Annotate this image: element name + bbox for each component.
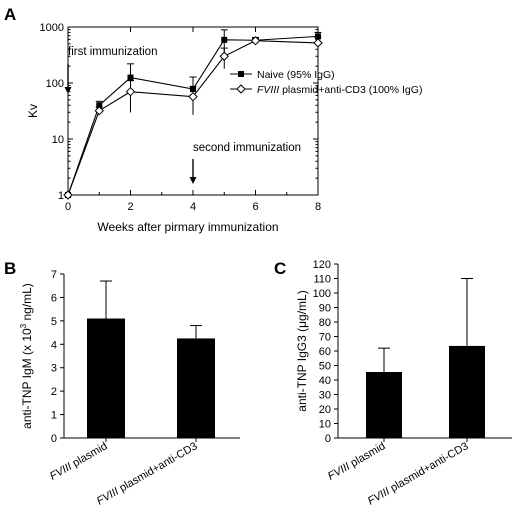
panel-a-y-tick-label: 1000: [40, 22, 64, 34]
panel-b-category-label: FVIII plasmid: [48, 440, 110, 482]
panel-b-y-tick-label: 2: [51, 386, 57, 398]
panel-a-point-anti-cd3: [125, 86, 136, 97]
panel-a-point-anti-cd3: [63, 190, 73, 200]
panel-c-y-tick-label: 120: [313, 259, 331, 271]
panel-a-x-tick-label: 8: [315, 201, 321, 213]
annotation-second-immunization: second immunization: [193, 142, 301, 154]
panel-c-y-tick-label: 60: [319, 346, 331, 358]
panel-a-y-tick-label: 1: [58, 190, 64, 202]
legend-marker-naive: [238, 71, 244, 77]
panel-a-point-naive: [221, 36, 228, 43]
annotation-arrowhead-first: [64, 87, 72, 94]
panel-a-point-naive: [315, 33, 321, 40]
panel-c-y-axis-label: anti-TNP IgG3 (μg/mL): [295, 290, 309, 411]
panel-c-y-tick-label: 90: [319, 303, 331, 315]
panel-a-y-axis-label: Kv: [26, 104, 40, 118]
panel-c-y-tick-label: 80: [319, 317, 331, 329]
panel-a-point-naive: [96, 102, 103, 109]
annotation-first-immunization: first immunization: [68, 46, 157, 58]
panel-b-y-tick-label: 5: [51, 316, 57, 328]
panel-c-y-tick-label: 50: [319, 361, 331, 373]
panel-c-y-tick-label: 20: [319, 404, 331, 416]
panel-a-point-anti-cd3: [94, 106, 104, 116]
panel-letter-a: A: [4, 5, 16, 24]
panel-c-bar-1: [366, 372, 402, 438]
panel-letter-b: B: [4, 259, 16, 278]
panel-b-y-tick-label: 0: [51, 433, 57, 445]
panel-c-bar-2: [449, 345, 485, 438]
panel-b-y-tick-label: 1: [51, 410, 57, 422]
panel-c-y-tick-label: 10: [319, 419, 331, 431]
panel-b-y-tick-label: 7: [51, 269, 57, 281]
panel-a-x-tick-label: 0: [65, 201, 71, 213]
panel-a-point-anti-cd3: [188, 91, 198, 102]
panel-c-y-tick-label: 30: [319, 390, 331, 402]
panel-a-y-tick-label: 10: [52, 134, 64, 146]
panel-b-bar-1: [87, 318, 125, 438]
panel-b-y-tick-label: 6: [51, 292, 57, 304]
panel-c-y-tick-label: 40: [319, 375, 331, 387]
panel-a-point-naive: [127, 74, 134, 81]
panel-a-x-tick-label: 6: [252, 201, 258, 213]
legend-label-naive: Naive (95% IgG): [257, 69, 335, 81]
panel-b-y-tick-label: 3: [51, 363, 57, 375]
panel-c-y-tick-label: 70: [319, 332, 331, 344]
panel-b-category-label: FVIII plasmid+anti-CD3: [95, 440, 200, 507]
panel-a-y-tick-label: 100: [46, 78, 64, 90]
panel-a-x-tick-label: 2: [127, 201, 133, 213]
panel-b-y-tick-label: 4: [51, 339, 57, 351]
panel-c-category-label: FVIII plasmid: [326, 440, 388, 482]
panel-a-x-axis-label: Weeks after pirmary immunization: [97, 220, 278, 234]
panel-a-point-anti-cd3: [219, 51, 229, 61]
panel-c-y-tick-label: 0: [325, 433, 331, 445]
legend-marker-anti-cd3: [236, 84, 246, 94]
panel-b-y-axis-label: anti-TNP IgM (x 103 ng/mL): [19, 283, 34, 429]
panel-a-x-tick-label: 4: [190, 201, 196, 213]
panel-a-point-anti-cd3: [313, 38, 323, 48]
panel-c-y-tick-label: 110: [313, 274, 331, 286]
annotation-arrowhead-second: [189, 177, 197, 184]
panel-letter-c: C: [274, 259, 286, 278]
legend-label-anti-cd3: FVIII plasmid+anti-CD3 (100% IgG): [257, 84, 422, 96]
panel-a-point-anti-cd3: [250, 35, 261, 46]
panel-c-y-tick-label: 100: [313, 288, 331, 300]
panel-b-bar-2: [177, 338, 215, 438]
